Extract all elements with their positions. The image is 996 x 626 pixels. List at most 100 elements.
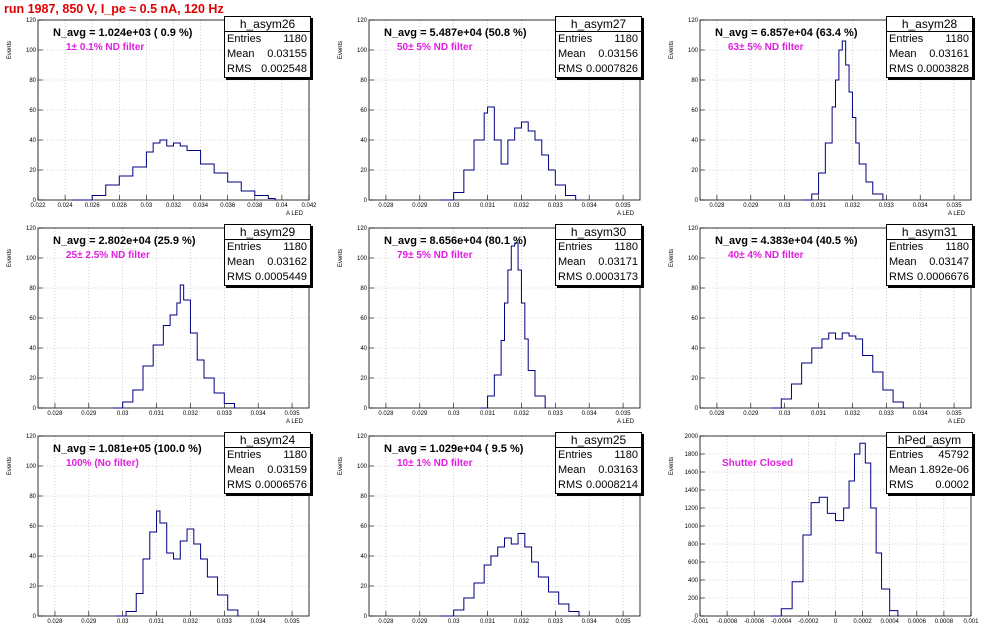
x-tick-label: 0.0004 [881,619,900,625]
stats-row-rms: RMS 0.002548 [225,62,310,77]
x-tick-label: 0.032 [166,203,182,209]
stats-value-rms: 0.0003828 [917,63,969,75]
x-tick-label: 0.028 [47,411,63,417]
y-tick-label: 120 [26,226,37,232]
stats-label-mean: Mean [227,464,255,476]
x-tick-label: 0.028 [378,619,394,625]
histogram-panel: 0.028 0.029 0.03 0.031 0.032 0.033 0.034 0.035 0… [331,14,642,217]
navg-label: N_avg = 1.029e+04 ( 9.5 %) [384,443,524,455]
x-tick-label: 0.03 [448,411,460,417]
filter-note: 40± 4% ND filter [728,250,804,261]
histogram-series-line [480,242,547,409]
stats-value-entries: 1180 [614,33,638,45]
plot-frame [37,227,310,409]
stats-row-mean: Mean 0.03171 [556,255,641,270]
stats-box: Entries 1180 Mean 0.03147 RMS 0.0006676 [886,239,973,286]
stats-row-entries: Entries 1180 [556,240,641,255]
x-tick-label: 0.035 [285,411,301,417]
stats-value-mean: 0.03171 [598,256,638,268]
stats-value-entries: 1180 [614,449,638,461]
stats-value-entries: 1180 [614,241,638,253]
plot-frame [368,435,641,617]
histogram-title: h_asym24 [224,432,311,448]
stats-row-entries: Entries 1180 [887,32,972,47]
navg-label: N_avg = 1.081e+05 (100.0 %) [53,443,202,455]
x-tick-label: 0.0006 [908,619,927,625]
histogram-panel: 0.028 0.029 0.03 0.031 0.032 0.033 0.034 0.035 0… [331,222,642,425]
x-tick-label: 0.032 [183,411,199,417]
stats-row-rms: RMS 0.0003828 [887,62,972,77]
y-tick-label: 80 [360,78,367,84]
y-tick-label: 40 [29,346,36,352]
stats-row-entries: Entries 1180 [556,448,641,463]
x-tick-label: 0.029 [743,203,759,209]
x-tick-label: -0.0008 [717,619,738,625]
stats-row-entries: Entries 1180 [225,32,310,47]
stats-value-rms: 0.0006576 [255,479,307,491]
stats-value-entries: 1180 [945,241,969,253]
x-tick-label: 0.028 [378,203,394,209]
y-tick-label: 2000 [685,434,699,440]
histogram-plot: 0.028 0.029 0.03 0.031 0.032 0.033 0.034 0.035 0… [338,226,641,425]
stats-row-rms: RMS 0.0002 [887,478,972,493]
histogram-panel: 0.028 0.029 0.03 0.031 0.032 0.033 0.034 0.035 0… [0,222,311,425]
y-axis-label: Events [338,41,344,59]
stats-value-rms: 0.0006676 [917,271,969,283]
x-tick-label: 0.031 [811,411,827,417]
y-tick-label: 0 [695,198,699,204]
stats-value-rms: 0.002548 [261,63,307,75]
x-tick-label: 0.034 [913,203,929,209]
filter-note: 63± 5% ND filter [728,42,804,53]
stats-value-entries: 45792 [938,449,969,461]
stats-label-mean: Mean [227,48,255,60]
x-tick-label: 0.032 [514,411,530,417]
x-tick-label: 0.029 [81,411,97,417]
stats-box: Entries 1180 Mean 0.03156 RMS 0.0007826 [555,31,642,78]
x-tick-label: 0.03 [448,619,460,625]
x-tick-label: 0.032 [845,203,861,209]
x-tick-label: 0.035 [947,411,963,417]
stats-value-rms: 0.0002 [935,479,969,491]
stats-box: Entries 1180 Mean 0.03155 RMS 0.002548 [224,31,311,78]
stats-label-mean: Mean [558,256,586,268]
stats-row-mean: Mean 0.03163 [556,463,641,478]
x-tick-label: 0.031 [811,203,827,209]
stats-row-entries: Entries 1180 [887,240,972,255]
x-axis-label: A LED [617,211,635,217]
y-tick-label: 1400 [685,488,699,494]
stats-value-mean: 0.03155 [267,48,307,60]
y-axis-label: Events [669,41,675,59]
stats-value-rms: 0.0003173 [586,271,638,283]
histogram-series-line [112,284,237,409]
stats-label-entries: Entries [227,449,262,461]
x-tick-label: 0.03 [779,203,791,209]
y-tick-label: 80 [691,78,698,84]
x-tick-label: 0.035 [616,203,632,209]
y-axis-label: Events [669,249,675,267]
y-tick-label: 1000 [685,524,699,530]
y-tick-label: 100 [688,256,699,262]
x-tick-label: 0.033 [548,619,564,625]
x-tick-label: 0.031 [149,619,165,625]
stats-label-mean: Mean [889,48,917,60]
x-tick-label: 0.033 [217,619,233,625]
stats-row-mean: Mean 1.892e-06 [887,463,972,478]
stats-label-rms: RMS [227,271,252,283]
filter-note: 50± 5% ND filter [397,42,473,53]
filter-note: 100% (No filter) [66,458,139,469]
y-tick-label: 120 [357,18,368,24]
x-tick-label: 0.038 [247,203,263,209]
stats-label-rms: RMS [227,63,252,75]
y-tick-label: 20 [29,376,36,382]
stats-value-mean: 0.03156 [598,48,638,60]
y-tick-label: 60 [360,316,367,322]
x-tick-label: 0.032 [183,619,199,625]
stats-label-mean: Mean [558,48,586,60]
y-tick-label: 100 [357,48,368,54]
histogram-series-line [115,510,240,617]
histogram-title: h_asym29 [224,224,311,240]
histogram-panel: 0.028 0.029 0.03 0.031 0.032 0.033 0.034 0.035 0… [0,430,311,626]
x-tick-label: 0.026 [85,203,101,209]
x-tick-label: 0.042 [301,203,317,209]
stats-value-rms: 0.0008214 [586,479,638,491]
